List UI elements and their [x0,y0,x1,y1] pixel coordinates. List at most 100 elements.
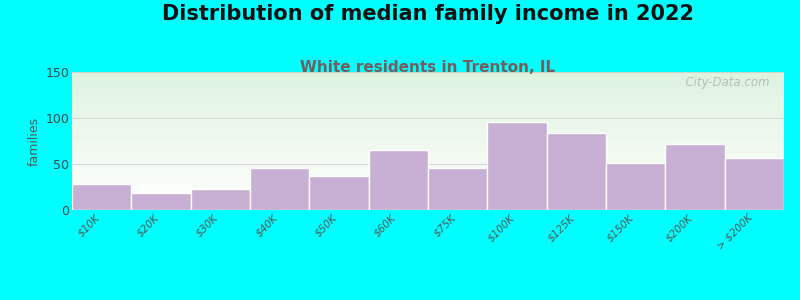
Bar [72,141,784,142]
Bar [72,169,784,170]
Bar [72,139,784,140]
Bar [72,120,784,121]
Bar [310,176,369,210]
Bar [250,168,310,210]
Bar [72,167,784,168]
Bar [72,157,784,158]
Bar [72,80,784,81]
Bar [72,122,784,123]
Bar [72,203,784,204]
Bar [72,168,784,169]
Bar [72,106,784,107]
Bar [72,161,784,162]
Bar [72,184,784,185]
Bar [72,125,784,126]
Bar [72,90,784,91]
Bar [72,191,784,192]
Text: Distribution of median family income in 2022: Distribution of median family income in … [162,4,694,25]
Bar [72,107,784,108]
Bar [72,104,784,105]
Bar [72,123,784,124]
Bar [72,186,784,187]
Bar [72,77,784,78]
Bar [72,85,784,86]
Bar [72,138,784,139]
Bar [72,103,784,104]
Bar [72,208,784,209]
Bar [72,102,784,103]
Bar [72,95,784,96]
Bar [72,97,784,98]
Bar [72,178,784,179]
Bar [72,172,784,173]
Bar [72,197,784,198]
Bar [72,96,784,97]
Bar [72,112,784,113]
Bar [72,82,784,83]
Bar [72,182,784,183]
Bar [72,86,784,87]
Bar [72,153,784,154]
Bar [72,83,784,84]
Bar [72,99,784,100]
Bar [72,183,784,184]
Bar [72,163,784,164]
Bar [72,160,784,161]
Bar [72,136,784,137]
Bar [72,128,784,129]
Bar [72,145,784,146]
Bar [72,111,784,112]
Bar [72,117,784,118]
Bar [72,119,784,120]
Bar [428,168,487,210]
Bar [72,147,784,148]
Bar [72,156,784,157]
Bar [72,124,784,125]
Bar [72,174,784,175]
Bar [72,100,784,101]
Bar [72,89,784,90]
Bar [72,98,784,99]
Bar [72,133,784,134]
Bar [72,164,784,165]
Bar [72,78,784,79]
Bar [72,129,784,130]
Bar [72,126,784,127]
Bar [72,195,784,196]
Bar [72,150,784,151]
Bar [72,202,784,203]
Bar [72,91,784,92]
Bar [72,200,784,201]
Bar [666,144,725,210]
Bar [72,206,784,207]
Bar [72,170,784,171]
Bar [72,76,784,77]
Bar [72,108,784,109]
Bar [72,184,131,210]
Bar [72,135,784,136]
Bar [72,149,784,150]
Bar [72,177,784,178]
Bar [72,192,784,193]
Bar [72,171,784,172]
Bar [72,93,784,94]
Bar [72,154,784,155]
Bar [72,81,784,82]
Bar [725,158,784,210]
Bar [72,101,784,102]
Bar [72,189,784,190]
Bar [72,180,784,181]
Bar [72,73,784,74]
Bar [72,84,784,85]
Bar [72,148,784,149]
Bar [72,146,784,147]
Bar [72,134,784,135]
Bar [72,130,784,131]
Bar [72,209,784,210]
Bar [72,115,784,116]
Bar [72,152,784,153]
Bar [72,162,784,163]
Bar [72,187,784,188]
Bar [72,116,784,117]
Bar [72,94,784,95]
